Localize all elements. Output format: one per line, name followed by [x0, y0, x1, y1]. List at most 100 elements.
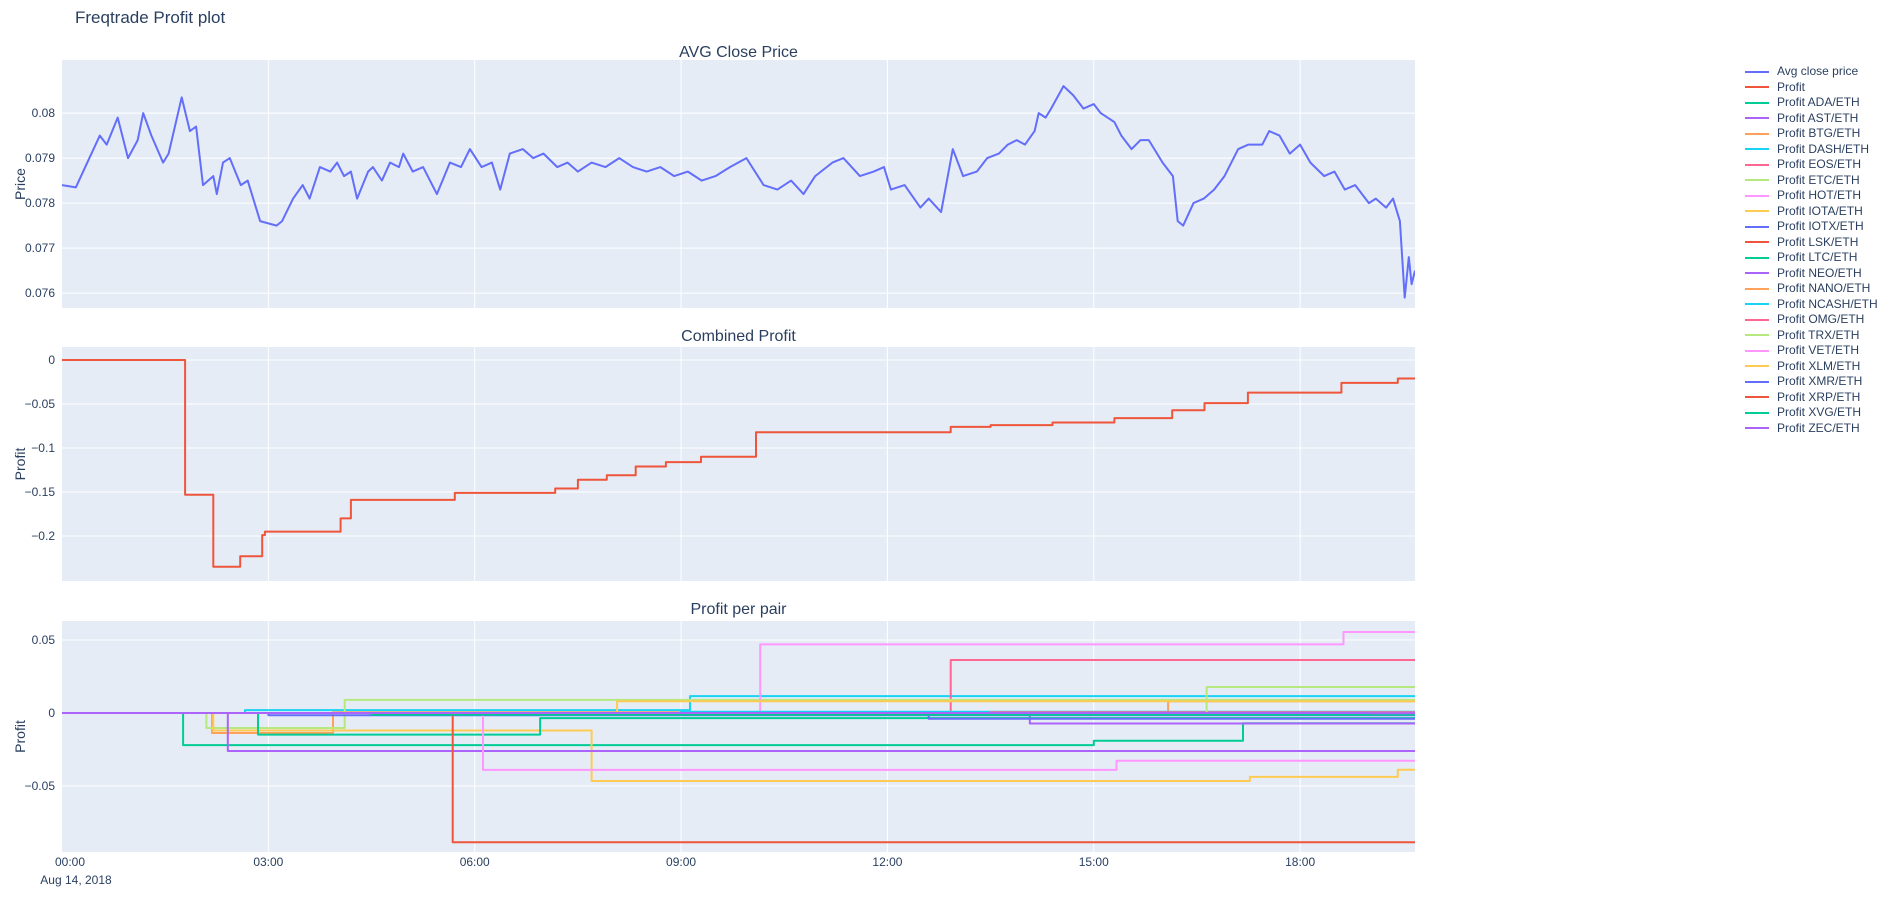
legend-swatch-icon [1745, 210, 1769, 213]
legend-swatch-icon [1745, 427, 1769, 430]
legend-item-profit-vet-eth[interactable]: Profit VET/ETH [1745, 343, 1878, 359]
y-tick-label: −0.1 [31, 441, 55, 455]
legend-item-profit-ltc-eth[interactable]: Profit LTC/ETH [1745, 250, 1878, 266]
legend-label: Profit ETC/ETH [1777, 172, 1860, 187]
legend: Avg close price Profit Profit ADA/ETH Profi… [1745, 64, 1878, 436]
legend-swatch-icon [1745, 148, 1769, 151]
legend-item-profit-ada-eth[interactable]: Profit ADA/ETH [1745, 95, 1878, 111]
y-tick-label: −0.05 [25, 779, 56, 793]
x-axis-date-label: Aug 14, 2018 [40, 873, 112, 887]
y-tick-label: 0.079 [25, 151, 55, 165]
legend-item-profit-trx-eth[interactable]: Profit TRX/ETH [1745, 328, 1878, 344]
x-tick-label: 12:00 [872, 855, 902, 869]
series-profit[interactable] [62, 359, 1415, 568]
legend-label: Profit NEO/ETH [1777, 265, 1862, 280]
legend-swatch-icon [1745, 225, 1769, 228]
legend-item-profit[interactable]: Profit [1745, 80, 1878, 96]
legend-swatch-icon [1745, 101, 1769, 104]
series-profit-iota-eth[interactable] [62, 712, 1415, 782]
legend-label: Profit IOTX/ETH [1777, 219, 1864, 233]
legend-label: Profit AST/ETH [1777, 110, 1859, 125]
y-tick-label: 0 [48, 706, 55, 720]
legend-item-profit-zec-eth[interactable]: Profit ZEC/ETH [1745, 421, 1878, 437]
y-tick-label: 0.078 [25, 196, 55, 210]
legend-label: Profit TRX/ETH [1777, 327, 1860, 342]
legend-swatch-icon [1745, 86, 1769, 89]
legend-label: Profit XMR/ETH [1777, 374, 1863, 388]
legend-item-profit-dash-eth[interactable]: Profit DASH/ETH [1745, 142, 1878, 158]
y-axis-title-1: Profit [12, 448, 28, 481]
series-group-1 [62, 359, 1415, 568]
plot-area-1[interactable] [62, 347, 1415, 581]
legend-label: Profit OMG/ETH [1777, 312, 1865, 326]
legend-label: Profit NANO/ETH [1777, 281, 1871, 295]
series-profit-btg-eth[interactable] [62, 700, 1415, 734]
legend-label: Avg close price [1777, 64, 1859, 78]
legend-swatch-icon [1745, 365, 1769, 368]
legend-label: Profit HOT/ETH [1777, 188, 1862, 202]
legend-item-profit-eos-eth[interactable]: Profit EOS/ETH [1745, 157, 1878, 173]
legend-label: Profit ADA/ETH [1777, 95, 1860, 109]
legend-item-profit-etc-eth[interactable]: Profit ETC/ETH [1745, 173, 1878, 189]
x-tick-label: 00:00 [55, 855, 85, 869]
y-tick-label: 0.077 [25, 241, 55, 255]
y-tick-label: 0.05 [32, 633, 56, 647]
x-tick-label: 15:00 [1079, 855, 1109, 869]
legend-item-profit-nano-eth[interactable]: Profit NANO/ETH [1745, 281, 1878, 297]
legend-item-profit-lsk-eth[interactable]: Profit LSK/ETH [1745, 235, 1878, 251]
legend-item-profit-neo-eth[interactable]: Profit NEO/ETH [1745, 266, 1878, 282]
legend-item-profit-ncash-eth[interactable]: Profit NCASH/ETH [1745, 297, 1878, 313]
legend-swatch-icon [1745, 349, 1769, 352]
subplot-title-0: AVG Close Price [679, 44, 798, 61]
series-profit-ada-eth[interactable] [62, 712, 1415, 747]
legend-item-profit-hot-eth[interactable]: Profit HOT/ETH [1745, 188, 1878, 204]
legend-item-avg-close-price[interactable]: Avg close price [1745, 64, 1878, 80]
legend-item-profit-iotx-eth[interactable]: Profit IOTX/ETH [1745, 219, 1878, 235]
plot-area-2[interactable] [62, 621, 1415, 852]
y-axis-title-2: Profit [12, 720, 28, 753]
legend-item-profit-btg-eth[interactable]: Profit BTG/ETH [1745, 126, 1878, 142]
legend-label: Profit XRP/ETH [1777, 389, 1861, 404]
x-tick-label: 09:00 [666, 855, 696, 869]
legend-label: Profit [1777, 79, 1806, 94]
series-group-0 [62, 85, 1415, 299]
legend-item-profit-omg-eth[interactable]: Profit OMG/ETH [1745, 312, 1878, 328]
legend-item-profit-ast-eth[interactable]: Profit AST/ETH [1745, 111, 1878, 127]
y-tick-label: 0.08 [32, 106, 56, 120]
legend-swatch-icon [1745, 256, 1769, 259]
legend-label: Profit BTG/ETH [1777, 126, 1861, 140]
y-tick-label: 0.076 [25, 286, 55, 300]
legend-swatch-icon [1745, 194, 1769, 197]
y-tick-label: −0.15 [25, 485, 56, 499]
legend-label: Profit EOS/ETH [1777, 157, 1862, 171]
legend-item-profit-xrp-eth[interactable]: Profit XRP/ETH [1745, 390, 1878, 406]
legend-swatch-icon [1745, 303, 1769, 306]
legend-label: Profit NCASH/ETH [1777, 296, 1878, 311]
plot-area-0[interactable] [62, 60, 1415, 308]
legend-swatch-icon [1745, 163, 1769, 166]
legend-swatch-icon [1745, 411, 1769, 414]
legend-label: Profit XLM/ETH [1777, 358, 1861, 373]
series-group-2 [62, 631, 1415, 844]
legend-label: Profit XVG/ETH [1777, 405, 1862, 419]
subplot-title-1: Combined Profit [681, 328, 796, 345]
legend-label: Profit DASH/ETH [1777, 141, 1870, 156]
legend-swatch-icon [1745, 396, 1769, 399]
legend-label: Profit LTC/ETH [1777, 250, 1858, 264]
x-tick-label: 18:00 [1285, 855, 1315, 869]
legend-swatch-icon [1745, 70, 1769, 73]
legend-item-profit-xmr-eth[interactable]: Profit XMR/ETH [1745, 374, 1878, 390]
series-avg-close-price[interactable] [62, 85, 1415, 299]
legend-label: Profit LSK/ETH [1777, 234, 1859, 249]
subplot-title-2: Profit per pair [690, 601, 787, 618]
legend-swatch-icon [1745, 241, 1769, 244]
page-title: Freqtrade Profit plot [75, 8, 226, 27]
legend-item-profit-xlm-eth[interactable]: Profit XLM/ETH [1745, 359, 1878, 375]
legend-swatch-icon [1745, 380, 1769, 383]
legend-label: Profit VET/ETH [1777, 343, 1860, 357]
legend-item-profit-xvg-eth[interactable]: Profit XVG/ETH [1745, 405, 1878, 421]
y-tick-label: 0 [48, 353, 55, 367]
legend-item-profit-iota-eth[interactable]: Profit IOTA/ETH [1745, 204, 1878, 220]
